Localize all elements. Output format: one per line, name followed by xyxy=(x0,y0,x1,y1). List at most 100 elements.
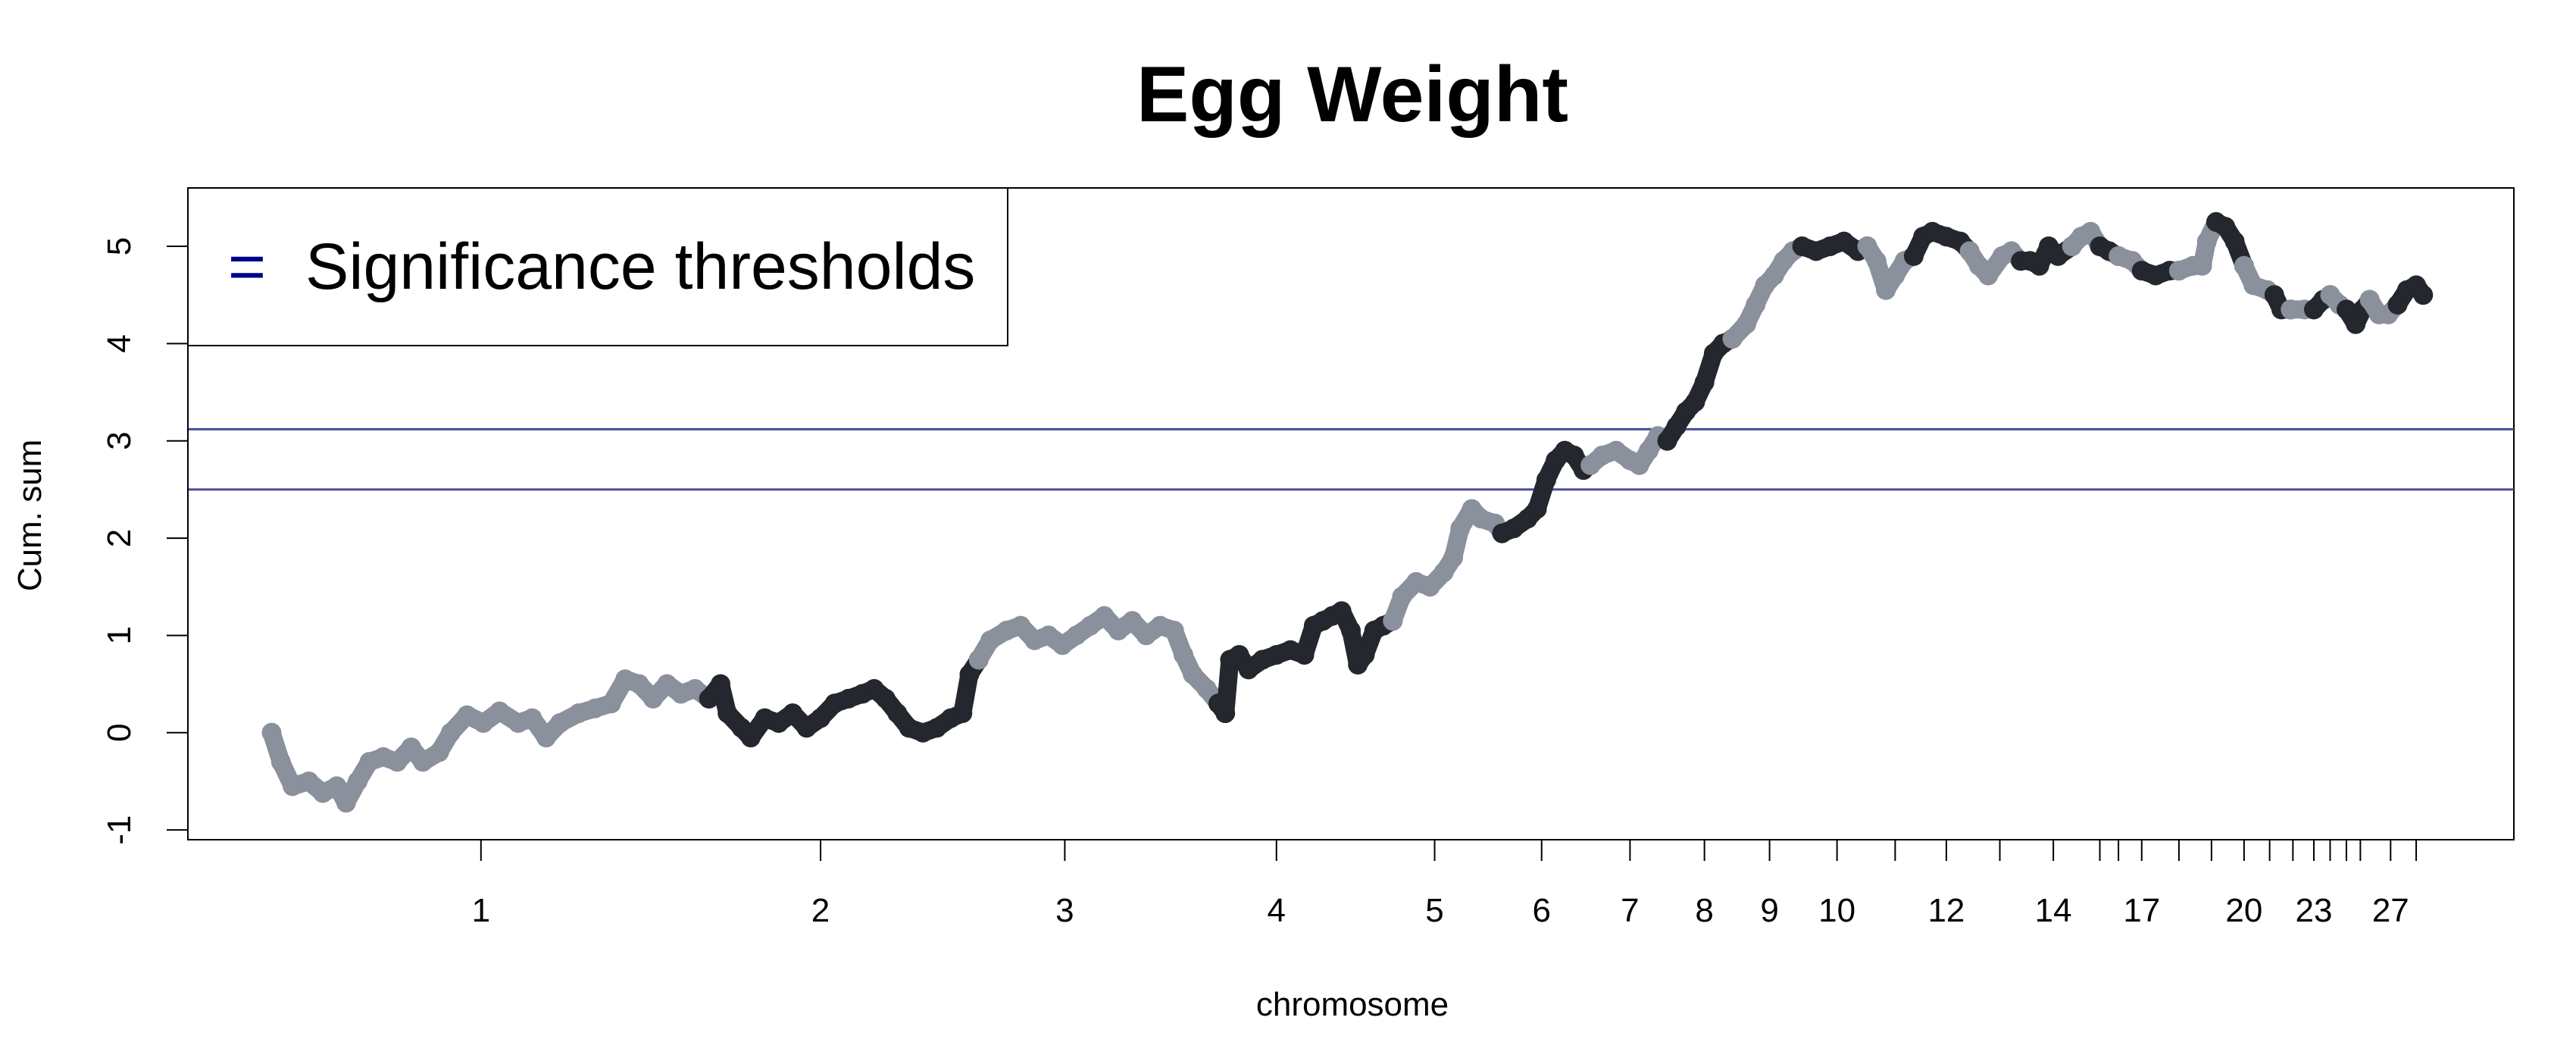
y-tick-label: 0 xyxy=(101,724,138,742)
data-point xyxy=(457,705,477,725)
data-point xyxy=(1639,440,1658,461)
x-tick-label: 27 xyxy=(2372,892,2409,929)
data-point xyxy=(1685,392,1705,412)
x-tick-label: 17 xyxy=(2123,892,2160,929)
x-tick-label: 4 xyxy=(1268,892,1286,929)
data-point xyxy=(1341,621,1361,640)
data-point xyxy=(1536,470,1556,490)
data-point xyxy=(711,674,730,694)
data-point xyxy=(2029,255,2049,276)
data-point xyxy=(489,701,510,721)
data-point xyxy=(1355,645,1375,665)
data-point xyxy=(522,708,542,728)
data-point xyxy=(1094,606,1114,626)
data-point xyxy=(717,703,738,724)
data-point xyxy=(2337,299,2356,320)
x-tick-label: 7 xyxy=(1621,892,1639,929)
data-point xyxy=(1294,645,1315,665)
legend-box xyxy=(187,187,1008,346)
data-point xyxy=(1229,645,1249,665)
y-axis: -1 0 1 2 3 4 5 xyxy=(101,237,189,845)
chromosome-8-series xyxy=(1657,329,1743,451)
data-point xyxy=(1215,703,1236,724)
data-point xyxy=(1183,664,1203,684)
y-tick-label: 3 xyxy=(101,431,138,449)
chromosome-3-series xyxy=(968,606,1228,714)
data-point xyxy=(429,742,449,762)
x-axis-label: chromosome xyxy=(1256,986,1449,1023)
data-point xyxy=(1331,601,1352,621)
data-point xyxy=(927,718,947,738)
data-point xyxy=(413,752,433,772)
data-point xyxy=(1606,440,1626,461)
data-point xyxy=(2196,231,2217,252)
data-point xyxy=(643,688,663,709)
data-point xyxy=(1722,329,1743,349)
x-axis: 1 2 3 4 5 6 7 8 9 10 12 14 17 20 23 27 xyxy=(472,840,2418,929)
data-point xyxy=(299,771,319,791)
data-point xyxy=(1746,295,1766,315)
data-point xyxy=(1136,625,1156,646)
data-point xyxy=(440,722,461,743)
x-tick-label: 3 xyxy=(1055,892,1074,929)
data-point xyxy=(1174,645,1193,665)
data-point xyxy=(327,776,347,797)
data-point xyxy=(1666,416,1687,437)
data-point xyxy=(1433,562,1454,582)
chromosome-20-series xyxy=(2206,211,2254,276)
chromosome-5-series xyxy=(1383,499,1512,631)
x-tick-label: 9 xyxy=(1760,892,1778,929)
data-point xyxy=(1196,679,1217,699)
data-point xyxy=(1657,430,1677,451)
data-point xyxy=(1038,625,1058,646)
chromosome-2-series xyxy=(699,649,989,748)
data-point xyxy=(1238,659,1258,680)
data-point xyxy=(1876,280,1896,300)
data-point xyxy=(568,703,589,724)
data-point xyxy=(2048,246,2068,266)
chromosome-6-series xyxy=(1492,440,1601,543)
data-point xyxy=(401,737,421,758)
data-series xyxy=(261,211,2434,813)
data-point xyxy=(2192,255,2212,276)
data-point xyxy=(1834,231,1854,252)
data-point xyxy=(980,630,1001,650)
data-point xyxy=(550,713,571,733)
data-point xyxy=(2234,255,2254,276)
data-point xyxy=(1503,518,1524,539)
y-tick-label: 4 xyxy=(101,334,138,352)
data-point xyxy=(2224,231,2245,252)
data-point xyxy=(1052,635,1073,656)
x-tick-label: 1 xyxy=(472,892,490,929)
x-tick-label: 6 xyxy=(1532,892,1550,929)
data-point xyxy=(601,693,621,714)
data-point xyxy=(1108,621,1128,640)
y-tick-label: 2 xyxy=(101,529,138,547)
x-tick-label: 10 xyxy=(1818,892,1855,929)
data-point xyxy=(585,698,605,718)
data-point xyxy=(2359,290,2380,310)
legend-label: Significance thresholds xyxy=(305,230,975,303)
threshold-lines xyxy=(188,427,2514,491)
data-point xyxy=(811,708,830,728)
data-point xyxy=(768,713,789,733)
data-point xyxy=(2281,299,2301,320)
data-point xyxy=(952,703,973,724)
data-point xyxy=(348,771,368,791)
data-point xyxy=(1527,499,1547,519)
y-tick-label: 1 xyxy=(101,626,138,644)
data-point xyxy=(2413,285,2434,305)
x-tick-label: 5 xyxy=(1425,892,1443,929)
data-point xyxy=(283,776,303,797)
data-point xyxy=(387,752,408,772)
data-point xyxy=(876,688,896,709)
data-point xyxy=(1164,621,1184,640)
data-point xyxy=(1694,372,1715,393)
x-tick-label: 14 xyxy=(2035,892,2072,929)
data-point xyxy=(1450,518,1471,539)
x-tick-label: 20 xyxy=(2225,892,2262,929)
x-tick-label: 2 xyxy=(811,892,830,929)
data-point xyxy=(1629,455,1649,475)
data-point xyxy=(1420,577,1440,597)
